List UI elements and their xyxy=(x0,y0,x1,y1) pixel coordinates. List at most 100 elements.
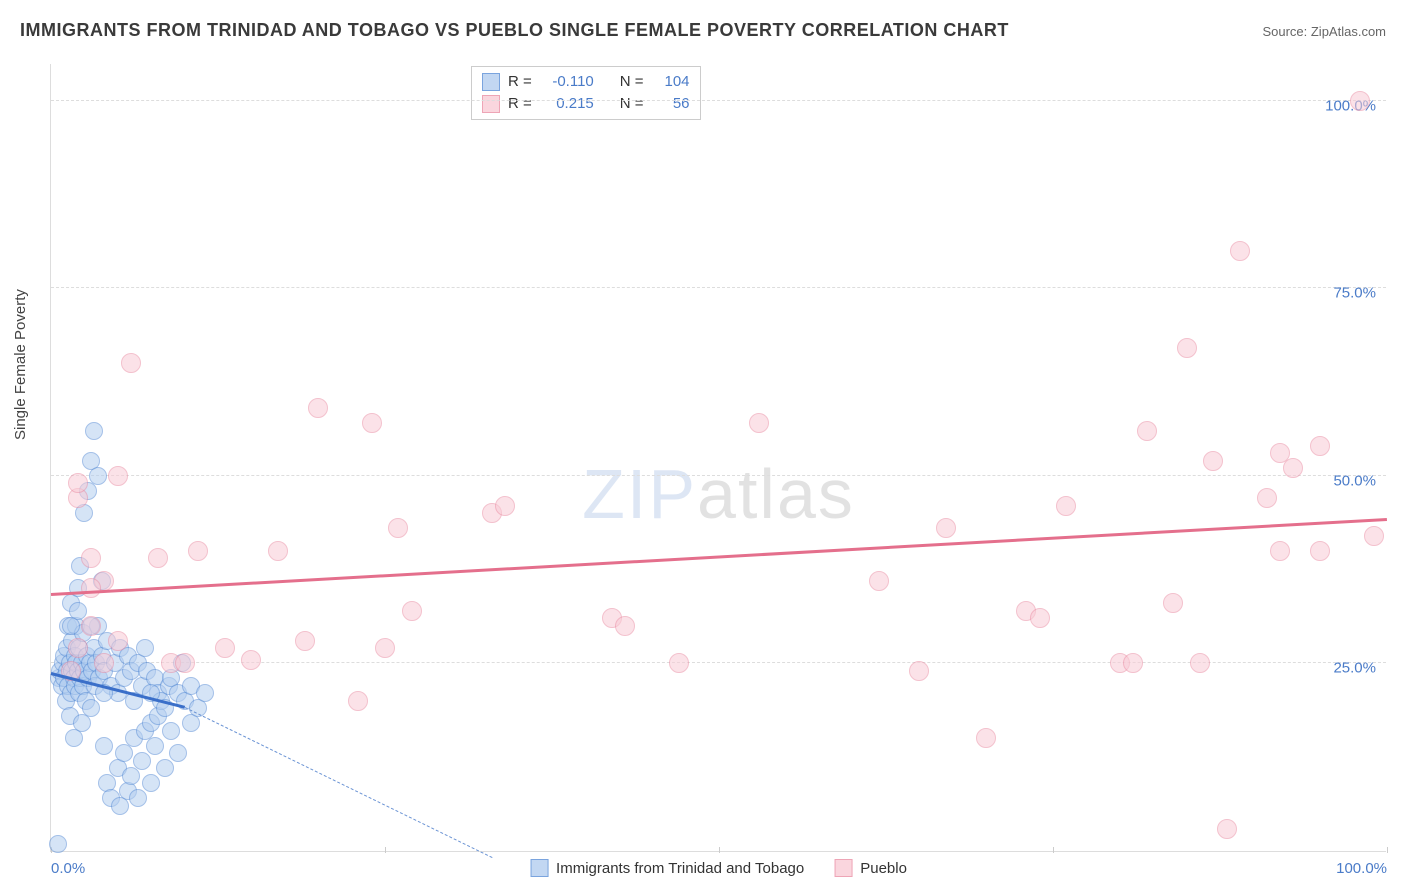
legend-swatch xyxy=(530,859,548,877)
data-point-pueblo xyxy=(1217,819,1237,839)
watermark-zip: ZIP xyxy=(582,455,697,533)
data-point-pueblo xyxy=(241,650,261,670)
data-point-pueblo xyxy=(148,548,168,568)
data-point-pueblo xyxy=(1350,91,1370,111)
x-tick xyxy=(719,847,720,853)
data-point-pueblo xyxy=(94,653,114,673)
legend-series-label: Pueblo xyxy=(860,860,907,877)
data-point-pueblo xyxy=(869,571,889,591)
data-point-pueblo xyxy=(175,653,195,673)
data-point-trinidad xyxy=(89,467,107,485)
legend-n-value: 104 xyxy=(652,71,690,93)
data-point-pueblo xyxy=(295,631,315,651)
gridline xyxy=(51,100,1386,101)
data-point-pueblo xyxy=(68,638,88,658)
watermark: ZIPatlas xyxy=(582,454,855,534)
legend-r-value: -0.110 xyxy=(540,71,594,93)
data-point-pueblo xyxy=(81,616,101,636)
data-point-pueblo xyxy=(1137,421,1157,441)
x-tick-label: 0.0% xyxy=(51,860,85,877)
data-point-pueblo xyxy=(215,638,235,658)
data-point-trinidad xyxy=(169,744,187,762)
data-point-trinidad xyxy=(129,789,147,807)
data-point-pueblo xyxy=(1257,488,1277,508)
x-tick xyxy=(385,847,386,853)
data-point-pueblo xyxy=(268,541,288,561)
data-point-pueblo xyxy=(188,541,208,561)
data-point-pueblo xyxy=(375,638,395,658)
trend-line-extrapolation xyxy=(184,707,492,858)
correlation-legend: R = -0.110 N = 104 R = 0.215 N = 56 xyxy=(471,66,701,120)
data-point-pueblo xyxy=(81,548,101,568)
data-point-pueblo xyxy=(68,473,88,493)
data-point-pueblo xyxy=(81,578,101,598)
data-point-pueblo xyxy=(936,518,956,538)
legend-r-prefix: R = xyxy=(508,93,532,115)
y-tick-label: 75.0% xyxy=(1333,285,1376,302)
data-point-trinidad xyxy=(162,722,180,740)
data-point-pueblo xyxy=(108,466,128,486)
data-point-pueblo xyxy=(121,353,141,373)
data-point-trinidad xyxy=(49,835,67,853)
data-point-pueblo xyxy=(402,601,422,621)
data-point-pueblo xyxy=(108,631,128,651)
gridline xyxy=(51,287,1386,288)
legend-r-prefix: R = xyxy=(508,71,532,93)
data-point-pueblo xyxy=(1310,436,1330,456)
data-point-pueblo xyxy=(495,496,515,516)
data-point-pueblo xyxy=(1123,653,1143,673)
data-point-pueblo xyxy=(1283,458,1303,478)
legend-series-pueblo: Pueblo xyxy=(834,859,907,877)
y-axis-label: Single Female Poverty xyxy=(12,289,29,440)
data-point-pueblo xyxy=(1163,593,1183,613)
legend-series-label: Immigrants from Trinidad and Tobago xyxy=(556,860,804,877)
data-point-pueblo xyxy=(1177,338,1197,358)
data-point-trinidad xyxy=(142,774,160,792)
data-point-pueblo xyxy=(909,661,929,681)
series-legend: Immigrants from Trinidad and Tobago Puebl… xyxy=(530,859,907,877)
trend-line xyxy=(51,518,1387,596)
data-point-trinidad xyxy=(196,684,214,702)
data-point-trinidad xyxy=(85,422,103,440)
data-point-pueblo xyxy=(1030,608,1050,628)
legend-n-prefix: N = xyxy=(620,71,644,93)
legend-swatch xyxy=(482,95,500,113)
data-point-trinidad xyxy=(122,767,140,785)
legend-r-value: 0.215 xyxy=(540,93,594,115)
data-point-pueblo xyxy=(749,413,769,433)
y-tick-label: 50.0% xyxy=(1333,472,1376,489)
y-tick-label: 25.0% xyxy=(1333,660,1376,677)
data-point-pueblo xyxy=(1270,541,1290,561)
legend-row-pueblo: R = 0.215 N = 56 xyxy=(482,93,690,115)
data-point-pueblo xyxy=(1056,496,1076,516)
data-point-trinidad xyxy=(82,699,100,717)
x-tick xyxy=(1053,847,1054,853)
legend-series-trinidad: Immigrants from Trinidad and Tobago xyxy=(530,859,804,877)
data-point-pueblo xyxy=(348,691,368,711)
data-point-pueblo xyxy=(669,653,689,673)
legend-swatch xyxy=(834,859,852,877)
data-point-trinidad xyxy=(156,759,174,777)
watermark-atlas: atlas xyxy=(697,455,855,533)
data-point-pueblo xyxy=(1364,526,1384,546)
legend-row-trinidad: R = -0.110 N = 104 xyxy=(482,71,690,93)
data-point-pueblo xyxy=(362,413,382,433)
data-point-trinidad xyxy=(62,617,80,635)
x-tick-label: 100.0% xyxy=(1336,860,1387,877)
data-point-pueblo xyxy=(976,728,996,748)
legend-n-prefix: N = xyxy=(620,93,644,115)
data-point-trinidad xyxy=(136,639,154,657)
source-attribution: Source: ZipAtlas.com xyxy=(1262,24,1386,39)
data-point-pueblo xyxy=(388,518,408,538)
data-point-pueblo xyxy=(1203,451,1223,471)
legend-n-value: 56 xyxy=(652,93,690,115)
chart-plot-area: ZIPatlas R =-0.110N =104R =0.215N =56 Im… xyxy=(50,64,1386,852)
data-point-trinidad xyxy=(133,752,151,770)
legend-swatch xyxy=(482,73,500,91)
chart-title: IMMIGRANTS FROM TRINIDAD AND TOBAGO VS P… xyxy=(20,20,1009,41)
data-point-pueblo xyxy=(1230,241,1250,261)
data-point-trinidad xyxy=(146,737,164,755)
gridline xyxy=(51,475,1386,476)
x-tick xyxy=(1387,847,1388,853)
data-point-pueblo xyxy=(615,616,635,636)
